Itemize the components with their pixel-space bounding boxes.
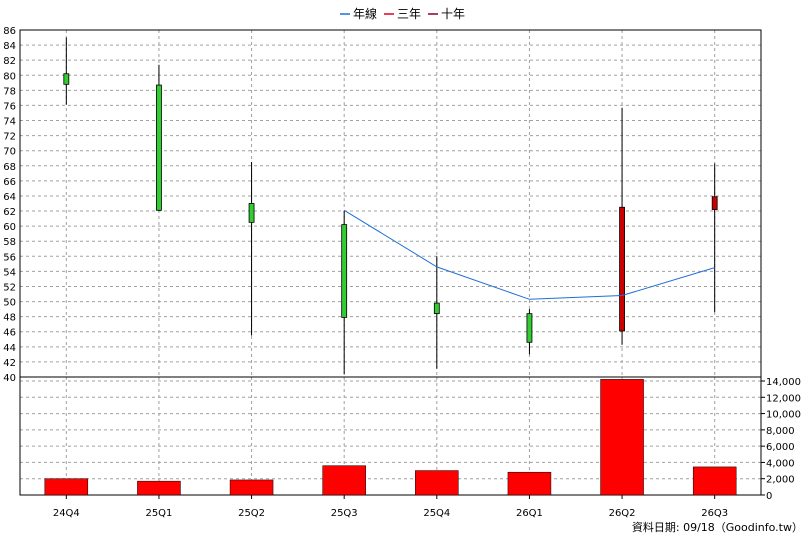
- price-tick-label: 66: [3, 177, 16, 188]
- volume-tick-label: 6,000: [766, 442, 795, 453]
- price-tick-label: 68: [3, 162, 16, 173]
- candle-body: [63, 73, 70, 85]
- price-tick-label: 54: [3, 267, 16, 278]
- x-axis: 24Q4 25Q1 25Q2 25Q3 25Q4 26Q1 26Q2 26Q3: [53, 495, 728, 519]
- price-tick-label: 40: [3, 373, 16, 384]
- volume-bar: [415, 470, 459, 496]
- annual-ma-line: [343, 209, 715, 300]
- volume-bar: [322, 465, 366, 496]
- price-tick-label: 46: [3, 328, 16, 339]
- price-tick-label: 62: [3, 207, 16, 218]
- chart-legend: 年線 三年 十年: [340, 6, 465, 21]
- price-tick-label: 82: [3, 56, 16, 67]
- x-tick-label: 26Q2: [609, 508, 636, 519]
- legend-label-2: 十年: [441, 7, 465, 21]
- legend-label-0: 年線: [353, 6, 377, 21]
- candlestick-series: [63, 37, 718, 374]
- candle-body: [711, 196, 718, 210]
- x-tick-label: 25Q4: [423, 508, 450, 519]
- price-panel-frame: [19, 29, 762, 378]
- candle-body: [248, 203, 255, 223]
- price-tick-label: 48: [3, 313, 16, 324]
- price-y-axis: 40 42 44 46 48 50 52 54 56 58 60 62 64 66 68 70 72 74 76 78…: [3, 26, 16, 384]
- volume-bar: [137, 480, 181, 496]
- volume-tick-label: 10,000: [766, 410, 801, 421]
- price-tick-label: 52: [3, 282, 16, 293]
- x-tick-label: 24Q4: [53, 508, 80, 519]
- x-tick-label: 25Q1: [145, 508, 172, 519]
- volume-bar: [229, 479, 274, 496]
- candle-body: [156, 84, 162, 211]
- volume-bars: [44, 379, 737, 496]
- legend-label-1: 三年: [397, 7, 421, 21]
- volume-tick-label: 0: [766, 491, 772, 502]
- price-tick-label: 42: [3, 358, 16, 369]
- volume-bar: [44, 478, 89, 496]
- volume-y-axis: 0 2,000 4,000 6,000 8,000 10,000 12,000 14,000: [761, 377, 801, 502]
- volume-tick-label: 12,000: [766, 393, 801, 404]
- x-tick-label: 26Q3: [701, 508, 728, 519]
- price-tick-label: 60: [3, 222, 16, 233]
- price-tick-label: 44: [3, 343, 16, 354]
- volume-tick-label: 8,000: [766, 426, 795, 437]
- volume-panel-grid: [20, 377, 761, 495]
- price-panel-grid: [20, 29, 761, 377]
- candle-body: [433, 302, 440, 315]
- price-tick-label: 56: [3, 252, 16, 263]
- x-tick-label: 25Q2: [238, 508, 265, 519]
- data-date-footer: 資料日期: 09/18（Goodinfo.tw）: [632, 520, 803, 534]
- ma-line-path: [343, 209, 715, 300]
- price-tick-label: 50: [3, 298, 16, 309]
- price-tick-label: 72: [3, 132, 16, 143]
- volume-tick-label: 4,000: [766, 458, 795, 469]
- price-tick-label: 86: [3, 26, 16, 37]
- volume-panel-frame: [19, 376, 762, 496]
- price-tick-label: 64: [3, 192, 16, 203]
- volume-bar: [692, 466, 737, 496]
- price-tick-label: 70: [3, 147, 16, 158]
- candle-body: [526, 313, 533, 343]
- volume-bar: [507, 471, 552, 496]
- price-tick-label: 84: [3, 41, 16, 52]
- candle-body: [341, 224, 348, 318]
- price-tick-label: 74: [3, 117, 16, 128]
- volume-tick-label: 14,000: [766, 377, 801, 388]
- price-tick-label: 78: [3, 86, 16, 97]
- x-tick-label: 26Q1: [516, 508, 543, 519]
- volume-bar: [600, 379, 644, 496]
- price-tick-label: 76: [3, 101, 16, 112]
- volume-tick-label: 2,000: [766, 475, 795, 486]
- x-tick-label: 25Q3: [331, 508, 358, 519]
- candle-body: [619, 206, 625, 332]
- price-tick-label: 58: [3, 237, 16, 248]
- price-tick-label: 80: [3, 71, 16, 82]
